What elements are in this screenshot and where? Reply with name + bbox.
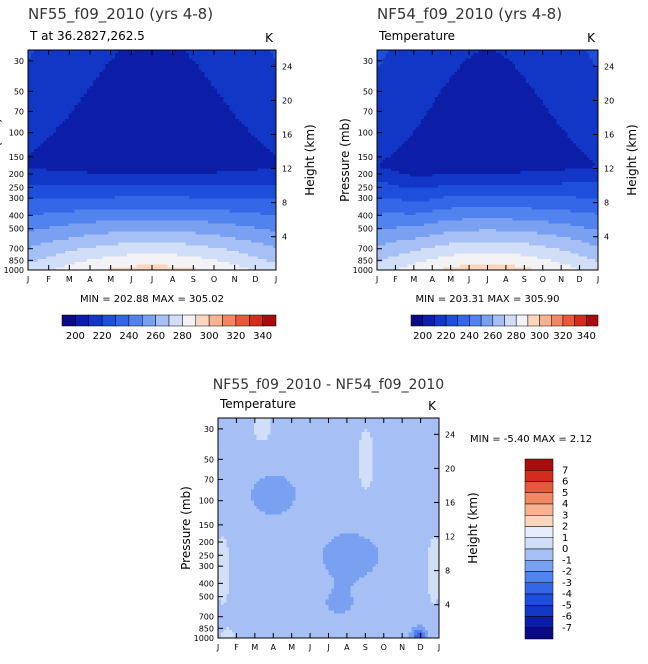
figure: J F M A M J J A S O N D J305070100150200250300400500… [0, 0, 648, 664]
panel-nf55-contour-fill [28, 50, 277, 271]
